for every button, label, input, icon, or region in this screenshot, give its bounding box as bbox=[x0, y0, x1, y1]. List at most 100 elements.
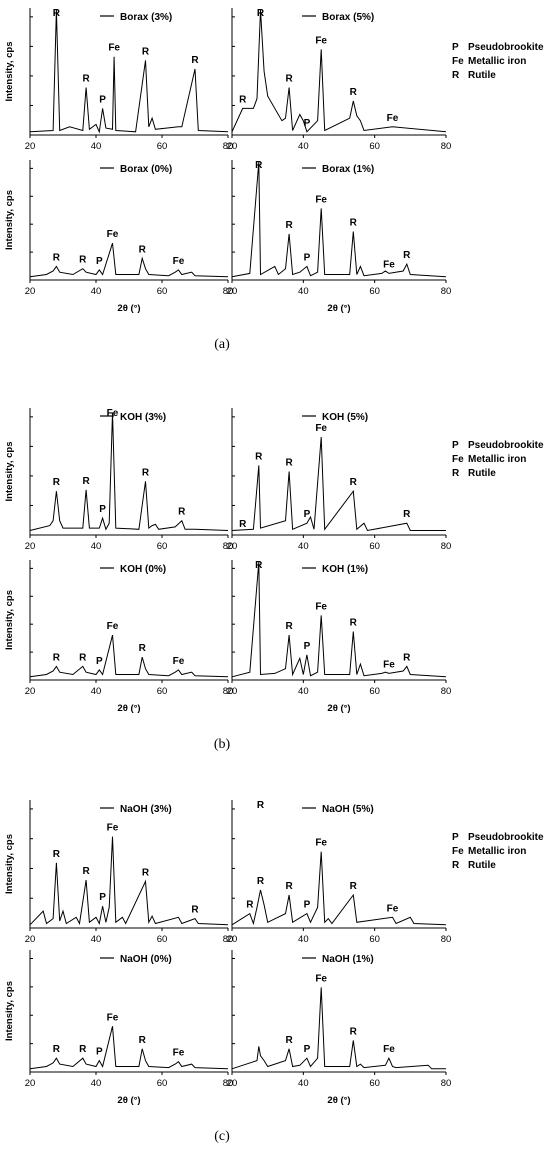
key-description: Metallic iron bbox=[468, 56, 526, 67]
y-axis-title: Intensity, cps bbox=[4, 834, 15, 894]
peak-label: R bbox=[285, 73, 293, 84]
x-tick-label: 40 bbox=[298, 541, 309, 552]
x-tick-label: 60 bbox=[157, 141, 168, 152]
peak-label: P bbox=[304, 1044, 311, 1055]
x-tick-label: 80 bbox=[223, 1078, 234, 1089]
peak-label: P bbox=[99, 892, 106, 903]
key-symbol: Fe bbox=[452, 846, 464, 857]
peak-label: P bbox=[304, 900, 311, 911]
x-axis-title: 2θ (°) bbox=[117, 703, 140, 714]
peak-label: P bbox=[304, 641, 311, 652]
key-description: Pseudobrookite bbox=[468, 42, 544, 53]
peak-label: R bbox=[350, 1027, 358, 1038]
key-description: Metallic iron bbox=[468, 454, 526, 465]
peak-label: R bbox=[350, 881, 358, 892]
peak-label: P bbox=[96, 1047, 103, 1058]
legend-label: KOH (1%) bbox=[322, 564, 368, 575]
plot-4: 20 40 60 80 2θ (°) Borax (1%) R R P Fe R Fe R bbox=[227, 160, 451, 314]
key-description: Rutile bbox=[468, 70, 496, 81]
x-tick-label: 80 bbox=[441, 541, 452, 552]
peak-label: Fe bbox=[173, 256, 185, 267]
legend-label: NaOH (3%) bbox=[120, 804, 172, 815]
phase-key-3: P Pseudobrookite Fe Metallic iron R Rutile bbox=[452, 832, 544, 871]
x-tick-label: 40 bbox=[91, 1078, 102, 1089]
xrd-pattern-line bbox=[231, 561, 447, 678]
peak-label: R bbox=[255, 451, 263, 462]
peak-label: R bbox=[53, 1044, 61, 1055]
peak-label: Fe bbox=[107, 621, 119, 632]
x-tick-label: 20 bbox=[25, 1078, 36, 1089]
peak-label: Fe bbox=[383, 1044, 395, 1055]
x-tick-label: 40 bbox=[298, 286, 309, 297]
peak-label: R bbox=[53, 8, 61, 19]
xrd-pattern-line bbox=[29, 412, 229, 531]
peak-label: R bbox=[350, 218, 358, 229]
x-tick-label: 20 bbox=[227, 141, 238, 152]
peak-label: R bbox=[403, 509, 411, 520]
peak-label: Fe bbox=[315, 194, 327, 205]
x-tick-label: 40 bbox=[298, 934, 309, 945]
peak-label: R bbox=[403, 652, 411, 663]
peak-label: R bbox=[53, 477, 61, 488]
legend-label: KOH (3%) bbox=[120, 412, 166, 423]
key-description: Metallic iron bbox=[468, 846, 526, 857]
x-tick-label: 40 bbox=[298, 686, 309, 697]
x-tick-label: 60 bbox=[369, 1078, 380, 1089]
peak-label: R bbox=[285, 458, 293, 469]
plot-3: 20 40 60 80 2θ (°) Intensity, cps Borax (0%) R R… bbox=[4, 160, 233, 314]
peak-label: R bbox=[178, 507, 186, 518]
xrd-pattern-line bbox=[29, 243, 229, 278]
legend-label: KOH (0%) bbox=[120, 564, 166, 575]
peak-label: Fe bbox=[107, 408, 119, 419]
peak-label: R bbox=[139, 1035, 147, 1046]
y-axis-title: Intensity, cps bbox=[4, 190, 15, 250]
xrd-pattern-line bbox=[29, 1026, 229, 1070]
x-tick-label: 60 bbox=[157, 1078, 168, 1089]
legend-label: Borax (5%) bbox=[322, 12, 374, 23]
x-tick-label: 40 bbox=[298, 141, 309, 152]
peak-label: Fe bbox=[107, 229, 119, 240]
panel-label-b: (b) bbox=[214, 737, 231, 752]
y-axis-title: Intensity, cps bbox=[4, 981, 15, 1041]
peak-label: R bbox=[139, 643, 147, 654]
peak-label: R bbox=[82, 73, 90, 84]
key-symbol: P bbox=[452, 42, 459, 53]
plot-5: 20 40 60 80 Intensity, cps KOH (3%) R R P Fe R R bbox=[4, 408, 233, 552]
x-axis-title: 2θ (°) bbox=[327, 1095, 350, 1106]
x-tick-label: 20 bbox=[227, 686, 238, 697]
peak-label: R bbox=[285, 220, 293, 231]
x-tick-label: 20 bbox=[25, 541, 36, 552]
x-axis-title: 2θ (°) bbox=[117, 303, 140, 314]
x-tick-label: 60 bbox=[369, 686, 380, 697]
peak-label: R bbox=[350, 477, 358, 488]
peak-label: R bbox=[239, 519, 247, 530]
xrd-pattern-line bbox=[231, 987, 446, 1070]
phase-key-2: P Pseudobrookite Fe Metallic iron R Rutile bbox=[452, 440, 544, 479]
peak-label: R bbox=[255, 160, 263, 171]
key-symbol: R bbox=[452, 468, 460, 479]
peak-label: P bbox=[304, 118, 311, 129]
x-tick-label: 80 bbox=[223, 286, 234, 297]
peak-label: R bbox=[350, 618, 358, 629]
peak-label: R bbox=[53, 652, 61, 663]
peak-label: R bbox=[82, 476, 90, 487]
peak-label: Fe bbox=[315, 35, 327, 46]
peak-label: R bbox=[142, 867, 150, 878]
legend-label: Borax (1%) bbox=[322, 164, 374, 175]
peak-label: P bbox=[99, 94, 106, 105]
legend-label: Borax (3%) bbox=[120, 12, 172, 23]
x-tick-label: 80 bbox=[441, 686, 452, 697]
peak-label: Fe bbox=[315, 973, 327, 984]
peak-label: R bbox=[403, 250, 411, 261]
x-tick-label: 40 bbox=[298, 1078, 309, 1089]
peak-label: P bbox=[304, 509, 311, 520]
peak-label: Fe bbox=[387, 903, 399, 914]
key-description: Pseudobrookite bbox=[468, 440, 544, 451]
x-tick-label: 60 bbox=[369, 934, 380, 945]
x-tick-label: 20 bbox=[227, 286, 238, 297]
xrd-pattern-line bbox=[231, 851, 447, 926]
x-tick-label: 80 bbox=[441, 1078, 452, 1089]
peak-label: Fe bbox=[108, 43, 120, 54]
